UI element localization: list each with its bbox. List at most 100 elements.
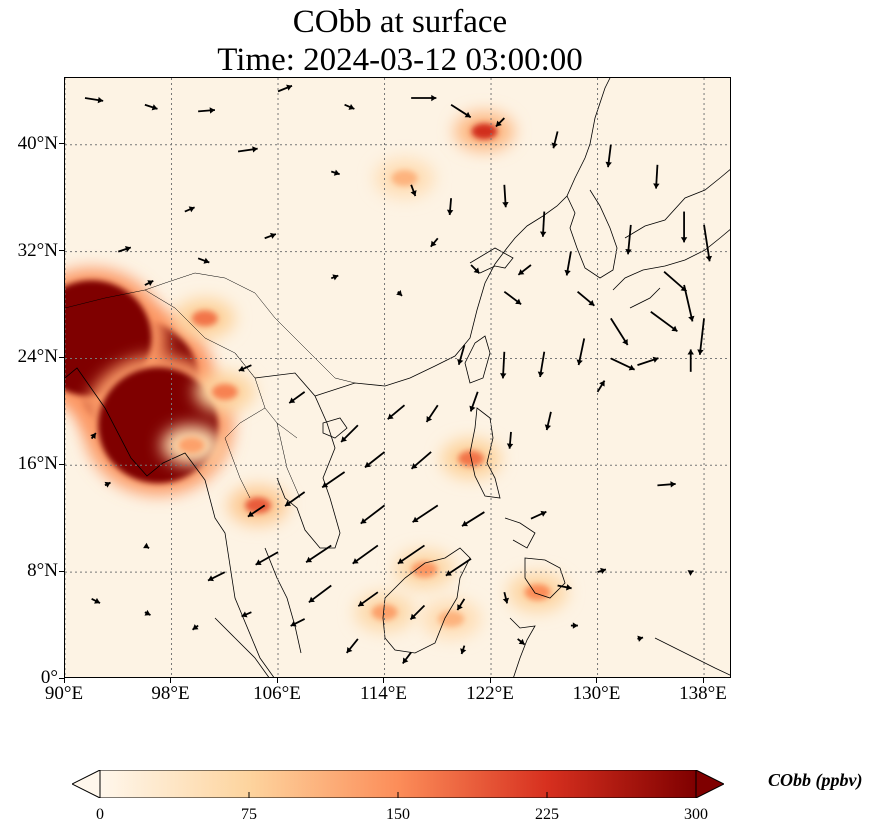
- visayas-mindanao-coastline: [504, 517, 566, 599]
- wind-vector-arrow: [144, 609, 151, 616]
- wind-vector-arrow: [357, 591, 379, 607]
- wind-vector-arrow: [144, 103, 158, 111]
- map-plot-area: [64, 77, 731, 678]
- wind-vector-arrow: [637, 635, 644, 642]
- wind-vector-arrow: [191, 624, 199, 631]
- wind-vector-arrow: [557, 584, 572, 591]
- wind-vector-arrow: [537, 351, 546, 378]
- wind-vector-arrow: [197, 257, 210, 264]
- wind-vector-arrow: [502, 591, 510, 604]
- hotspot-core: [471, 123, 498, 140]
- wind-vector-arrow: [495, 117, 505, 128]
- latitude-tick-label: 40°N: [17, 132, 58, 154]
- wind-vector-arrow: [360, 504, 386, 525]
- wind-vector-arrow: [305, 544, 332, 563]
- wind-vector-arrow: [470, 264, 481, 275]
- wind-vector-arrow: [450, 103, 472, 119]
- borneo-coastline: [382, 547, 471, 654]
- wind-vector-arrow: [596, 380, 606, 393]
- hotspot-core: [191, 310, 218, 327]
- wind-vector-arrow: [143, 542, 150, 549]
- wind-vector-arrow: [625, 224, 632, 255]
- wind-vector-arrow: [290, 618, 306, 627]
- hotspot-core: [438, 610, 465, 627]
- latitude-tick-label: 32°N: [17, 239, 58, 261]
- wind-vector-arrow: [198, 107, 216, 114]
- wind-vector-arrow: [551, 131, 559, 149]
- wind-vector-arrow: [506, 431, 514, 449]
- wind-vector-arrow: [412, 504, 439, 523]
- wind-vector-arrow: [650, 310, 678, 333]
- wind-vector-arrow: [410, 184, 417, 197]
- wind-vector-arrow: [90, 432, 97, 440]
- colorbar-tick-label: 0: [96, 806, 104, 823]
- borders: [65, 272, 356, 499]
- wind-vector-arrow: [570, 622, 578, 629]
- latitude-tick-mark: [59, 356, 64, 358]
- wind-vector-arrow: [687, 569, 694, 576]
- wind-vector-arrow: [530, 510, 547, 520]
- wind-vector-arrow: [330, 274, 339, 281]
- wind-vector-arrow: [117, 245, 132, 253]
- hotspot-core: [524, 584, 551, 601]
- wind-vector-arrow: [460, 645, 467, 655]
- wind-vector-arrow: [84, 96, 104, 104]
- wind-vector-arrow: [697, 318, 705, 355]
- hotspot-core: [245, 497, 272, 514]
- sumatra-malaya-coastline: [214, 547, 302, 677]
- wind-vector-arrow: [517, 638, 526, 646]
- wind-vector-arrow: [457, 344, 466, 365]
- wind-vector-arrow: [564, 251, 572, 276]
- hotspot-core: [371, 604, 398, 621]
- wind-vector-arrow: [330, 169, 340, 176]
- longitude-tick-label: 98°E: [151, 683, 190, 704]
- wind-vector-arrow: [503, 290, 522, 306]
- wind-vector-arrow: [544, 411, 552, 431]
- wind-vector-arrow: [184, 206, 195, 213]
- hotspot-core: [391, 170, 418, 187]
- wind-vector-arrow: [396, 290, 403, 297]
- japan-coastline: [612, 169, 730, 309]
- longitude-tick-mark: [702, 678, 704, 683]
- colorbar-tick-label: 300: [684, 806, 708, 823]
- sulawesi-coastline: [509, 617, 536, 677]
- wind-vector-arrow: [277, 84, 293, 93]
- wind-vector-arrow: [657, 481, 676, 488]
- wind-vector-arrow: [687, 349, 694, 372]
- latitude-tick-mark: [59, 570, 64, 572]
- wind-vector-arrow: [104, 481, 111, 488]
- wind-vector-arrow: [425, 404, 439, 423]
- colorbar-min-extension: [72, 770, 101, 798]
- wind-vector-arrow: [597, 567, 607, 575]
- longitude-tick-mark: [489, 678, 491, 683]
- wind-vector-arrow: [241, 611, 252, 618]
- wind-vector-arrow: [576, 290, 595, 307]
- latitude-tick-mark: [59, 677, 64, 679]
- wind-vector-arrow: [364, 451, 386, 469]
- colorbar-tick-label: 150: [386, 806, 410, 823]
- wind-vector-arrow: [387, 404, 406, 420]
- wind-vector-arrow: [255, 551, 279, 566]
- colorbar: [72, 770, 724, 798]
- wind-vector-arrow: [345, 638, 359, 654]
- wind-vectors: [84, 84, 713, 665]
- wind-vector-arrow: [340, 424, 359, 443]
- new-guinea-coastline: [654, 637, 730, 676]
- korea-coastline: [566, 189, 618, 279]
- wind-vector-arrow: [91, 597, 101, 604]
- wind-vector-arrow: [264, 232, 277, 240]
- wind-vector-arrow: [288, 391, 306, 404]
- coastlines: [65, 78, 730, 677]
- latitude-tick-label: 16°N: [17, 453, 58, 475]
- map-canvas: [65, 78, 730, 677]
- hotspot-core: [411, 561, 438, 578]
- longitude-tick-mark: [63, 678, 65, 683]
- wind-vector-arrow: [247, 504, 266, 518]
- wind-vector-arrow: [605, 144, 612, 168]
- wind-vector-arrow: [680, 211, 688, 243]
- wind-vector-arrow: [207, 571, 226, 582]
- latitude-tick-mark: [59, 463, 64, 465]
- latitude-tick-mark: [59, 143, 64, 145]
- longitude-tick-mark: [596, 678, 598, 683]
- wind-vector-arrow: [502, 184, 509, 208]
